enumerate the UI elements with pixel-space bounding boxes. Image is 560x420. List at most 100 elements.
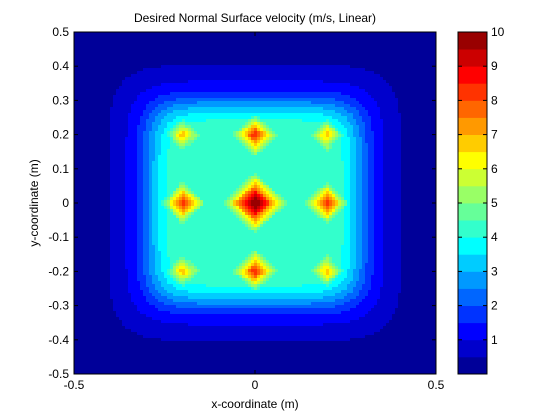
contour-cell — [98, 68, 102, 72]
contour-cell — [413, 74, 417, 78]
contour-cell — [167, 155, 171, 159]
contour-cell — [302, 71, 306, 75]
contour-cell — [422, 59, 426, 63]
contour-cell — [224, 125, 228, 129]
contour-cell — [113, 35, 117, 39]
contour-cell — [161, 110, 165, 114]
contour-cell — [152, 101, 156, 105]
contour-cell — [299, 44, 303, 48]
contour-cell — [95, 128, 99, 132]
contour-cell — [341, 152, 345, 156]
contour-cell — [113, 56, 117, 60]
contour-cell — [95, 149, 99, 153]
contour-cell — [194, 149, 198, 153]
contour-cell — [236, 143, 240, 147]
contour-cell — [254, 32, 258, 36]
contour-cell — [233, 146, 237, 150]
contour-cell — [176, 101, 180, 105]
contour-cell — [128, 140, 132, 144]
contour-cell — [353, 107, 357, 111]
contour-cell — [134, 134, 138, 138]
contour-cell — [323, 92, 327, 96]
contour-cell — [206, 134, 210, 138]
contour-cell — [209, 134, 213, 138]
contour-cell — [299, 65, 303, 69]
contour-cell — [218, 125, 222, 129]
contour-cell — [149, 107, 153, 111]
contour-cell — [293, 41, 297, 45]
contour-cell — [77, 53, 81, 57]
contour-cell — [266, 110, 270, 114]
contour-cell — [353, 119, 357, 123]
contour-cell — [158, 32, 162, 36]
contour-cell — [401, 146, 405, 150]
contour-cell — [128, 116, 132, 120]
contour-cell — [221, 134, 225, 138]
contour-cell — [107, 119, 111, 123]
contour-cell — [416, 50, 420, 54]
contour-cell — [293, 59, 297, 63]
contour-cell — [92, 137, 96, 141]
contour-cell — [230, 65, 234, 69]
contour-cell — [386, 116, 390, 120]
contour-cell — [398, 107, 402, 111]
contour-cell — [311, 119, 315, 123]
contour-cell — [77, 50, 81, 54]
contour-cell — [323, 95, 327, 99]
contour-cell — [332, 122, 336, 126]
contour-cell — [101, 146, 105, 150]
contour-cell — [350, 74, 354, 78]
contour-cell — [290, 104, 294, 108]
contour-cell — [416, 68, 420, 72]
contour-cell — [212, 56, 216, 60]
contour-cell — [194, 92, 198, 96]
contour-cell — [410, 80, 414, 84]
contour-cell — [395, 101, 399, 105]
contour-cell — [308, 104, 312, 108]
contour-cell — [350, 77, 354, 81]
contour-cell — [380, 68, 384, 72]
contour-cell — [107, 116, 111, 120]
contour-cell — [320, 134, 324, 138]
contour-cell — [341, 137, 345, 141]
contour-cell — [293, 137, 297, 141]
contour-cell — [422, 56, 426, 60]
contour-cell — [275, 119, 279, 123]
contour-cell — [107, 155, 111, 159]
contour-cell — [377, 44, 381, 48]
contour-cell — [413, 59, 417, 63]
contour-cell — [389, 113, 393, 117]
contour-cell — [137, 116, 141, 120]
contour-cell — [332, 98, 336, 102]
contour-cell — [77, 95, 81, 99]
contour-cell — [188, 134, 192, 138]
contour-cell — [392, 98, 396, 102]
contour-cell — [233, 77, 237, 81]
contour-cell — [272, 95, 276, 99]
contour-cell — [311, 143, 315, 147]
contour-cell — [167, 146, 171, 150]
contour-cell — [380, 38, 384, 42]
contour-cell — [137, 71, 141, 75]
contour-cell — [200, 143, 204, 147]
contour-cell — [368, 41, 372, 45]
contour-cell — [173, 44, 177, 48]
contour-cell — [140, 56, 144, 60]
contour-cell — [164, 53, 168, 57]
contour-cell — [197, 104, 201, 108]
contour-cell — [140, 125, 144, 129]
contour-cell — [431, 98, 435, 102]
contour-cell — [86, 68, 90, 72]
contour-cell — [83, 128, 87, 132]
contour-cell — [335, 110, 339, 114]
contour-cell — [194, 95, 198, 99]
contour-cell — [401, 56, 405, 60]
contour-cell — [221, 128, 225, 132]
contour-cell — [290, 86, 294, 90]
contour-cell — [197, 74, 201, 78]
contour-cell — [257, 53, 261, 57]
contour-cell — [293, 71, 297, 75]
contour-cell — [218, 152, 222, 156]
contour-cell — [167, 65, 171, 69]
contour-cell — [383, 110, 387, 114]
